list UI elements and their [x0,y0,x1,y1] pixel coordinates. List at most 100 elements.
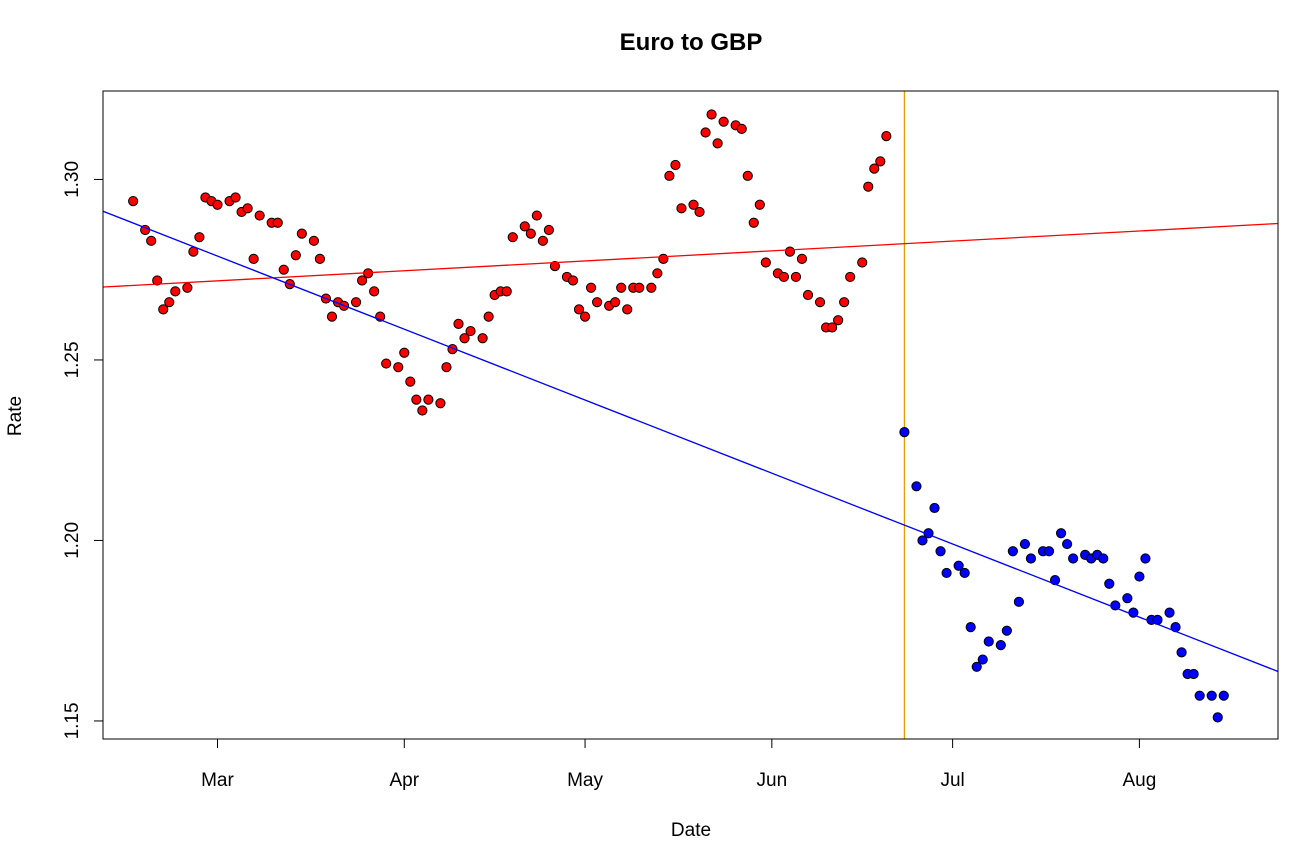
data-point [1134,571,1145,582]
data-point [652,268,663,279]
data-point [543,224,554,236]
data-point [778,271,789,283]
data-point [881,131,892,142]
data-point [1188,668,1199,680]
data-point [146,235,157,246]
data-point [272,217,283,228]
data-point [796,253,808,264]
data-point [676,203,687,214]
data-point [814,297,826,308]
data-point [911,481,922,492]
data-point [959,567,970,579]
data-point [1104,578,1115,589]
data-point [616,282,627,293]
trend-line-2 [102,210,1279,673]
data-point [863,181,874,192]
data-point [700,127,711,138]
data-point [1013,596,1024,607]
data-point [465,325,476,337]
data-point [965,621,976,633]
data-point [525,228,536,239]
data-point [326,311,338,322]
data-point [1062,538,1073,550]
x-tick-label: Aug [1123,770,1157,791]
series-1-points [128,109,892,416]
data-point [1001,625,1012,636]
data-point [706,109,717,120]
data-point [875,156,886,167]
data-point [610,297,621,308]
data-point [983,636,994,647]
data-point [411,394,422,405]
x-tick-label: May [567,770,603,791]
data-point [393,362,404,373]
data-point [254,210,265,221]
data-point [845,271,856,283]
data-point [314,253,326,264]
data-point [158,304,169,315]
data-point [1122,593,1133,604]
trend-line-1 [102,222,1279,288]
data-point [1043,546,1055,557]
x-tick-label: Mar [201,770,234,791]
data-point [646,282,657,293]
data-point [670,159,681,171]
data-point [1140,553,1151,564]
data-point [290,250,301,261]
data-point [754,199,765,210]
data-point [742,170,753,181]
data-point [1055,528,1067,539]
data-point [585,282,597,293]
data-point [1007,546,1018,557]
data-point [357,275,368,286]
y-tick-label: 1.25 [62,341,83,378]
data-point [694,206,705,218]
data-point [658,253,669,264]
data-point [549,260,561,272]
x-axis-label: Date [671,820,711,841]
y-tick-label: 1.15 [62,702,83,739]
data-point [459,333,470,344]
data-point [688,199,699,210]
data-point [369,286,380,297]
data-point [802,289,814,301]
data-point [417,405,428,416]
data-point [634,282,645,293]
data-point [164,297,175,308]
data-point [152,275,163,286]
data-point [736,123,747,135]
y-axis-label: Rate [5,396,26,436]
data-point [1098,553,1109,564]
data-point [664,170,675,181]
data-point [857,257,868,268]
data-point [453,318,464,329]
data-point [839,297,850,308]
data-point [995,640,1006,651]
data-point [1212,712,1223,723]
data-point [423,394,434,405]
data-point [592,297,603,308]
data-point [869,163,880,174]
data-point [622,304,633,315]
data-point [278,264,289,275]
data-point [1025,553,1037,564]
x-tick-label: Jul [940,770,964,791]
data-point [1218,690,1229,701]
data-point [1068,553,1079,564]
data-point [170,286,181,297]
y-tick-label: 1.30 [62,161,83,198]
data-point [1176,647,1187,658]
data-point [519,221,530,232]
x-tick-label: Apr [389,770,419,791]
data-point [537,235,548,246]
x-tick-label: Jun [757,770,788,791]
data-point [212,199,223,210]
data-point [971,661,982,672]
data-point [441,362,452,373]
data-point [182,282,193,293]
data-point [531,210,542,221]
data-point [381,358,392,369]
data-point [941,567,952,579]
data-point [1206,690,1217,701]
